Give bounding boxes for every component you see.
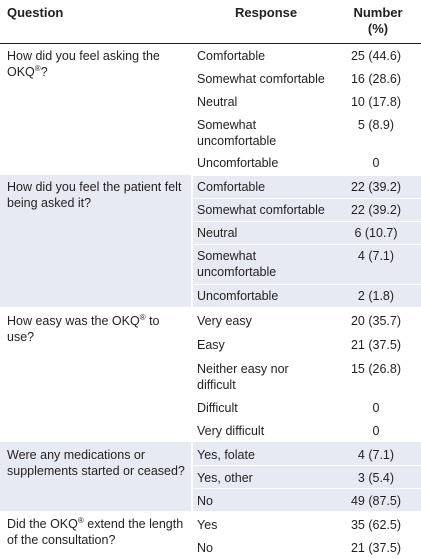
response-number: 4 (7.1) xyxy=(357,249,395,263)
table-row: Yes, folate 4 (7.1) xyxy=(193,441,421,465)
response-label: Yes xyxy=(197,518,218,532)
table-row: Somewhat uncomfortable 5 (8.9) xyxy=(193,114,421,152)
response-number: 2 (1.8) xyxy=(357,289,395,303)
table-header: Question Response Number (%) xyxy=(0,0,421,44)
response-label: Very easy xyxy=(197,314,252,328)
question-cell: How easy was the OKQ® to use? xyxy=(0,307,191,441)
question-text: How did you feel asking the OKQ®? xyxy=(7,49,160,79)
response-number: 25 (44.6) xyxy=(350,49,402,63)
header-question: Question xyxy=(7,5,64,20)
response-number: 20 (35.7) xyxy=(350,314,402,328)
table-row: Yes, other 3 (5.4) xyxy=(193,465,421,488)
question-cell: Were any medications or supplements star… xyxy=(0,441,191,511)
response-number: 10 (17.8) xyxy=(350,95,402,109)
table-row: No 49 (87.5) xyxy=(193,488,421,511)
question-group: How did you feel asking the OKQ®? Comfor… xyxy=(0,44,421,174)
question-group: How did you feel the patient felt being … xyxy=(0,175,421,307)
row-divider xyxy=(0,307,421,308)
response-label: Easy xyxy=(197,338,225,352)
response-number: 35 (62.5) xyxy=(350,518,402,532)
question-cell: How did you feel the patient felt being … xyxy=(0,175,191,307)
question-text: How did you feel the patient felt being … xyxy=(7,180,182,210)
response-number: 15 (26.8) xyxy=(350,362,402,376)
table-row: Easy 21 (37.5) xyxy=(193,332,421,356)
header-response: Response xyxy=(235,5,298,20)
response-number: 0 xyxy=(372,424,380,438)
response-label: Uncomfortable xyxy=(197,156,279,170)
question-text: How easy was the OKQ® to use? xyxy=(7,312,160,344)
response-label: Somewhat uncomfortable xyxy=(197,249,277,279)
response-number: 3 (5.4) xyxy=(357,471,395,485)
table-row: Comfortable 25 (44.6) xyxy=(193,44,421,68)
table-row: Very easy 20 (35.7) xyxy=(193,307,421,332)
table-row: Neutral 6 (10.7) xyxy=(193,221,421,244)
response-label: Yes, other xyxy=(197,471,253,485)
question-text: Did the OKQ® extend the length of the co… xyxy=(7,515,184,547)
response-number: 6 (10.7) xyxy=(354,226,398,240)
table-row: Somewhat uncomfortable 4 (7.1) xyxy=(193,244,421,284)
table-row: Uncomfortable 2 (1.8) xyxy=(193,284,421,307)
response-number: 4 (7.1) xyxy=(357,448,395,462)
response-number: 16 (28.6) xyxy=(350,72,402,86)
table-row: Somewhat comfortable 16 (28.6) xyxy=(193,68,421,91)
response-number: 22 (39.2) xyxy=(350,180,402,194)
response-label: Very difficult xyxy=(197,424,265,438)
row-divider xyxy=(0,441,421,442)
question-cell: How did you feel asking the OKQ®? xyxy=(0,44,191,174)
response-label: Somewhat comfortable xyxy=(197,203,325,217)
response-number: 5 (8.9) xyxy=(357,118,395,132)
table-row: Difficult 0 xyxy=(193,395,421,418)
response-label: Difficult xyxy=(197,401,238,415)
question-group: Did the OKQ® extend the length of the co… xyxy=(0,511,421,558)
response-label: Yes, folate xyxy=(197,448,255,462)
response-number: 0 xyxy=(372,401,380,415)
response-label: Neutral xyxy=(197,95,238,109)
response-area xyxy=(193,175,421,307)
response-label: Uncomfortable xyxy=(197,289,279,303)
response-label: No xyxy=(197,494,213,508)
response-number: 21 (37.5) xyxy=(350,541,402,555)
row-divider xyxy=(0,511,421,512)
table-row: Neither easy nor difficult 15 (26.8) xyxy=(193,356,421,395)
response-label: Neutral xyxy=(197,226,238,240)
question-group: Were any medications or supplements star… xyxy=(0,441,421,511)
response-number: 21 (37.5) xyxy=(350,338,402,352)
response-number: 49 (87.5) xyxy=(350,494,402,508)
response-label: Neither easy nor difficult xyxy=(197,362,289,392)
response-label: No xyxy=(197,541,213,555)
table-row: Somewhat comfortable 22 (39.2) xyxy=(193,198,421,221)
question-group: How easy was the OKQ® to use? Very easy … xyxy=(0,307,421,441)
row-divider xyxy=(0,174,421,175)
header-number: Number (%) xyxy=(353,5,403,36)
response-label: Comfortable xyxy=(197,180,266,194)
response-label: Somewhat uncomfortable xyxy=(197,118,277,148)
table-row: Comfortable 22 (39.2) xyxy=(193,175,421,198)
response-area xyxy=(193,441,421,511)
question-cell: Did the OKQ® extend the length of the co… xyxy=(0,511,191,558)
table-row: Yes 35 (62.5) xyxy=(193,511,421,535)
table-row: Neutral 10 (17.8) xyxy=(193,91,421,114)
response-number: 22 (39.2) xyxy=(350,203,402,217)
table-row: Uncomfortable 0 xyxy=(193,152,421,174)
response-label: Comfortable xyxy=(197,49,266,63)
table-row: No 21 (37.5) xyxy=(193,535,421,558)
response-label: Somewhat comfortable xyxy=(197,72,325,86)
table-row: Very difficult 0 xyxy=(193,418,421,441)
question-text: Were any medications or supplements star… xyxy=(7,448,185,478)
response-number: 0 xyxy=(372,156,380,170)
